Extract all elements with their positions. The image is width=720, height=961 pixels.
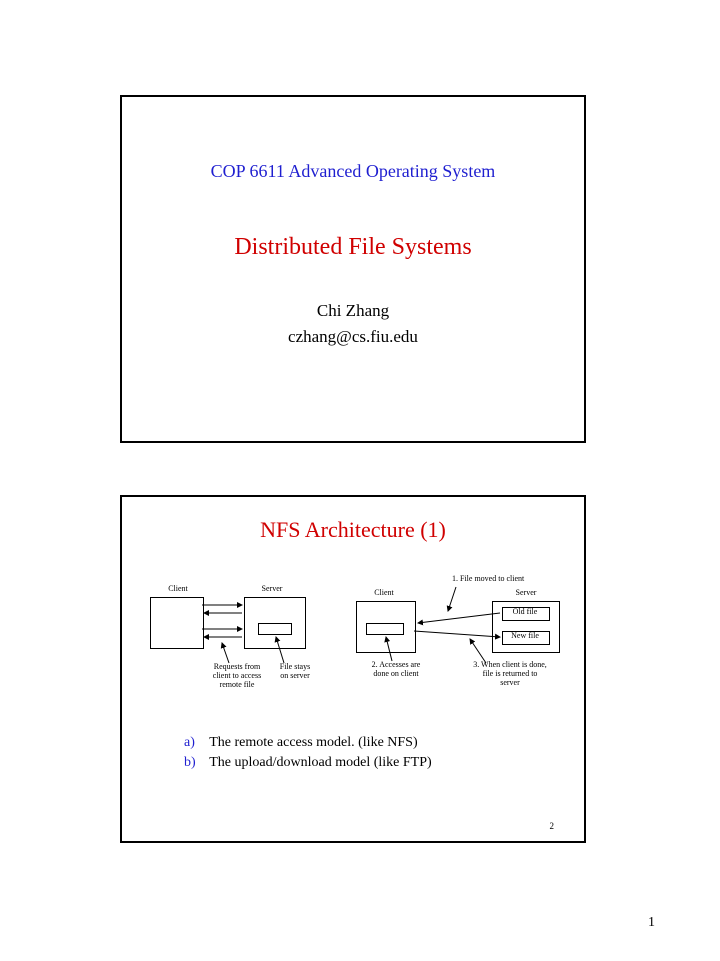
main-title: Distributed File Systems	[122, 234, 584, 261]
note-requests: Requests from client to access remote fi…	[202, 663, 272, 689]
bullet-letter-a: a)	[184, 735, 206, 751]
author-email: czhang@cs.fiu.edu	[122, 327, 584, 347]
bullet-text-a: The remote access model. (like NFS)	[209, 735, 417, 750]
author-name: Chi Zhang	[122, 301, 584, 321]
note-left-b: 2. Accesses are done on client	[356, 661, 436, 679]
slide-page-number: 2	[550, 821, 555, 831]
diagram-a: Client Server	[144, 583, 344, 723]
bullet-a: a) The remote access model. (like NFS)	[184, 735, 584, 751]
document-page-number: 1	[648, 915, 655, 931]
bullet-list: a) The remote access model. (like NFS) b…	[184, 735, 584, 771]
diagram-b: 1. File moved to client Client Server Ol…	[352, 583, 572, 723]
slide-2: NFS Architecture (1) Client Server	[120, 495, 586, 843]
bullet-text-b: The upload/download model (like FTP)	[209, 755, 431, 770]
note-right-b: 3. When client is done, file is returned…	[454, 661, 566, 687]
course-subtitle: COP 6611 Advanced Operating System	[122, 161, 584, 182]
arrows-b	[352, 583, 572, 723]
slide-1: COP 6611 Advanced Operating System Distr…	[120, 95, 586, 443]
bullet-letter-b: b)	[184, 755, 206, 771]
note-filestays: File stays on server	[270, 663, 320, 681]
bullet-b: b) The upload/download model (like FTP)	[184, 755, 584, 771]
page: COP 6611 Advanced Operating System Distr…	[0, 0, 720, 961]
arrows-a	[144, 583, 344, 723]
diagrams-row: Client Server	[122, 583, 584, 723]
slide2-title: NFS Architecture (1)	[122, 517, 584, 543]
